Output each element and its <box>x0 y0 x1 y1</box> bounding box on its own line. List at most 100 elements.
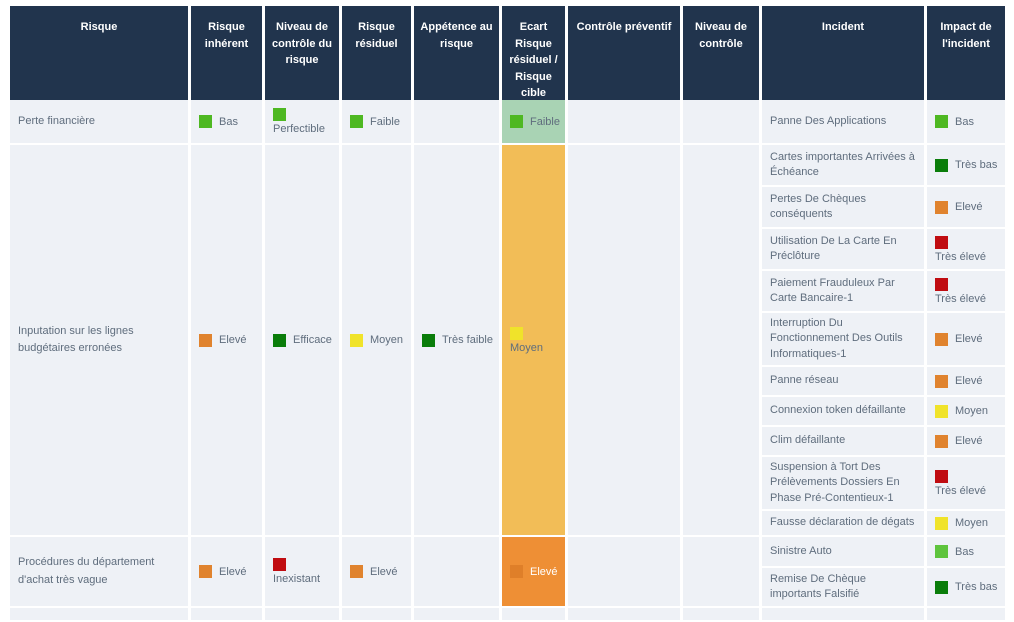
level-label: Très élevé <box>935 484 986 497</box>
level-square <box>199 115 212 128</box>
ecart-cell[interactable]: Moyen <box>502 145 565 535</box>
niveau-controle-cell[interactable] <box>683 145 759 535</box>
incident-sub-row <box>762 608 1005 620</box>
incident-sub-row: Suspension à Tort Des Prélèvements Dossi… <box>762 457 1005 509</box>
controle-preventif-cell[interactable] <box>568 537 680 606</box>
impact-cell[interactable]: Très élevé <box>927 457 1005 509</box>
incident-cell[interactable]: Pertes De Chèques conséquents <box>762 187 924 227</box>
incident-sub-row: Connexion token défaillante Moyen <box>762 397 1005 425</box>
level-label: Faible <box>530 115 560 128</box>
risque-residuel-cell[interactable]: Faible <box>342 100 411 143</box>
incident-cell[interactable]: Sinistre Auto <box>762 537 924 566</box>
level-label: Perfectible <box>273 123 325 135</box>
risque-inherent-cell[interactable] <box>191 608 262 620</box>
niveau-controle-cell[interactable] <box>683 608 759 620</box>
incident-cell[interactable]: Utilisation De La Carte En Préclôture <box>762 229 924 269</box>
incident-cell[interactable]: Cartes importantes Arrivées à Échéance <box>762 145 924 185</box>
incident-sub-row: Fausse déclaration de dégats Moyen <box>762 511 1005 535</box>
level-square <box>935 277 948 291</box>
appetence-risque-cell[interactable]: Très faible <box>414 145 499 535</box>
incident-cell[interactable]: Paiement Frauduleux Par Carte Bancaire-1 <box>762 271 924 311</box>
risque-residuel-cell[interactable]: Elevé <box>342 537 411 606</box>
niveau-controle-cell[interactable] <box>683 537 759 606</box>
incident-sub-row: Panne réseau Elevé <box>762 367 1005 395</box>
risk-name-cell[interactable]: Procédures du département d'achat très v… <box>10 537 188 606</box>
level-square <box>199 333 212 347</box>
impact-cell[interactable]: Elevé <box>927 187 1005 227</box>
risque-residuel-cell[interactable] <box>342 608 411 620</box>
impact-cell[interactable]: Elevé <box>927 313 1005 365</box>
level-label: Inexistant <box>273 573 321 585</box>
risk-row-perte-financiere: Perte financière Bas Perfectible Faible … <box>10 100 1005 143</box>
niveau-controle-risque-cell[interactable] <box>265 608 339 620</box>
risk-name-cell[interactable]: Perte financière <box>10 100 188 143</box>
incident-cell[interactable]: Clim défaillante <box>762 427 924 455</box>
impact-cell[interactable]: Très bas <box>927 145 1005 185</box>
risk-matrix-table: Risque Risque inhérent Niveau de contrôl… <box>10 6 1005 622</box>
impact-cell[interactable]: Moyen <box>927 511 1005 535</box>
level-square <box>935 580 948 594</box>
impact-cell[interactable]: Elevé <box>927 367 1005 395</box>
impact-cell[interactable]: Très élevé <box>927 271 1005 311</box>
risque-inherent-cell[interactable]: Elevé <box>191 145 262 535</box>
incident-impact-group: Panne Des Applications Bas <box>762 100 1005 143</box>
impact-cell[interactable]: Bas <box>927 100 1005 143</box>
level-square <box>350 565 363 578</box>
level-label: Faible <box>370 115 400 128</box>
impact-cell[interactable]: Bas <box>927 537 1005 566</box>
risque-inherent-cell[interactable]: Bas <box>191 100 262 143</box>
niveau-controle-cell[interactable] <box>683 100 759 143</box>
appetence-risque-cell[interactable] <box>414 608 499 620</box>
incident-sub-row: Paiement Frauduleux Par Carte Bancaire-1… <box>762 271 1005 311</box>
incident-cell[interactable]: Panne réseau <box>762 367 924 395</box>
incident-cell[interactable]: Remise De Chèque importants Falsifié <box>762 568 924 606</box>
impact-cell[interactable]: Très bas <box>927 568 1005 606</box>
level-label: Elevé <box>955 333 983 345</box>
level-square <box>273 333 286 347</box>
appetence-risque-cell[interactable] <box>414 100 499 143</box>
incident-sub-row: Cartes importantes Arrivées à Échéance T… <box>762 145 1005 185</box>
level-label: Très élevé <box>935 250 986 263</box>
level-label: Elevé <box>370 565 398 578</box>
risque-inherent-cell[interactable]: Elevé <box>191 537 262 606</box>
appetence-risque-cell[interactable] <box>414 537 499 606</box>
niveau-controle-risque-cell[interactable]: Perfectible <box>265 100 339 143</box>
impact-cell[interactable]: Moyen <box>927 397 1005 425</box>
impact-cell[interactable]: Elevé <box>927 427 1005 455</box>
incident-cell[interactable]: Panne Des Applications <box>762 100 924 143</box>
risk-name-cell[interactable] <box>10 608 188 620</box>
niveau-controle-risque-cell[interactable]: Efficace <box>265 145 339 535</box>
level-square <box>935 374 948 388</box>
level-square <box>935 404 948 418</box>
incident-cell[interactable]: Suspension à Tort Des Prélèvements Dossi… <box>762 457 924 509</box>
incident-impact-group: Sinistre Auto Bas Remise De Chèque impor… <box>762 537 1005 606</box>
level-square <box>199 565 212 578</box>
controle-preventif-cell[interactable] <box>568 145 680 535</box>
ecart-cell[interactable]: Faible <box>502 100 565 143</box>
level-square <box>273 558 286 571</box>
incident-cell[interactable]: Interruption Du Fonctionnement Des Outil… <box>762 313 924 365</box>
column-header-ecart-risque-residuel-cible: Ecart Risque résiduel / Risque cible <box>502 6 565 102</box>
niveau-controle-risque-cell[interactable]: Inexistant <box>265 537 339 606</box>
level-label: Elevé <box>219 334 247 346</box>
incident-cell[interactable] <box>762 608 924 620</box>
level-label: Moyen <box>955 405 989 417</box>
impact-cell[interactable] <box>927 608 1005 620</box>
incident-impact-group <box>762 608 1005 620</box>
column-header-appetence-risque: Appétence au risque <box>414 6 499 102</box>
level-square <box>935 516 948 530</box>
level-label: Bas <box>955 545 974 558</box>
ecart-cell[interactable]: Elevé <box>502 537 565 606</box>
risk-name-cell[interactable]: Inputation sur les lignes budgétaires er… <box>10 145 188 535</box>
controle-preventif-cell[interactable] <box>568 100 680 143</box>
impact-cell[interactable]: Très élevé <box>927 229 1005 269</box>
ecart-cell[interactable] <box>502 608 565 620</box>
controle-preventif-cell[interactable] <box>568 608 680 620</box>
level-square <box>935 115 948 128</box>
incident-sub-row: Interruption Du Fonctionnement Des Outil… <box>762 313 1005 365</box>
risque-residuel-cell[interactable]: Moyen <box>342 145 411 535</box>
column-header-niveau-controle-risque: Niveau de contrôle du risque <box>265 6 339 102</box>
level-label: Elevé <box>219 565 247 578</box>
incident-cell[interactable]: Connexion token défaillante <box>762 397 924 425</box>
incident-cell[interactable]: Fausse déclaration de dégats <box>762 511 924 535</box>
